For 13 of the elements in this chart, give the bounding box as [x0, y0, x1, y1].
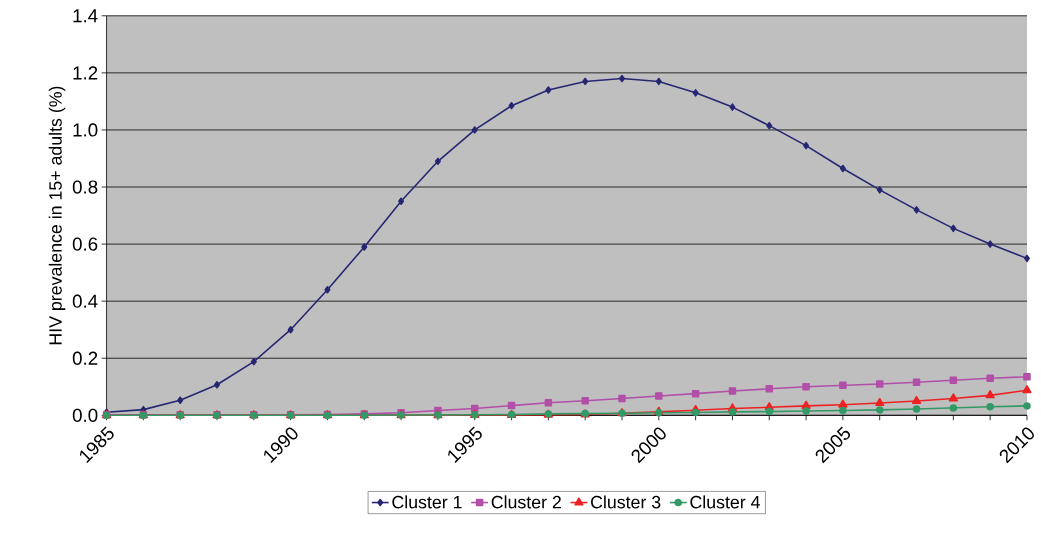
y-tick-label: 0.4 — [72, 294, 98, 308]
y-tick-label: 0.8 — [72, 180, 98, 194]
y-tick-label: 0.2 — [72, 351, 98, 366]
y-tick-label: 1.0 — [73, 123, 98, 137]
y-tick-label: 0.6 — [72, 237, 98, 251]
y-tick-label: 1.2 — [73, 66, 98, 80]
legend-label: Cluster 2 — [491, 495, 561, 509]
legend-label: Cluster 4 — [690, 495, 760, 509]
legend-label: Cluster 1 — [392, 495, 462, 509]
y-tick-label: 1.4 — [73, 9, 98, 23]
y-axis-title: HIV prevalence in 15+ adults (%) — [48, 86, 66, 345]
y-tick-label: 0.0 — [72, 408, 98, 423]
legend-label: Cluster 3 — [591, 495, 661, 509]
